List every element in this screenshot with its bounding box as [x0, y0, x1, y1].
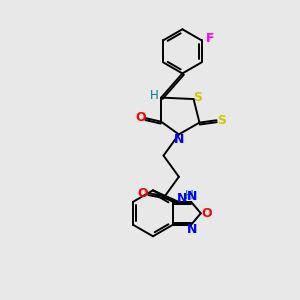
Text: F: F: [206, 32, 214, 45]
Text: O: O: [138, 187, 148, 200]
Text: H: H: [185, 189, 194, 203]
Text: O: O: [201, 207, 212, 220]
Text: S: S: [217, 114, 226, 127]
Text: N: N: [174, 133, 184, 146]
Text: N: N: [187, 190, 197, 203]
Text: H: H: [150, 89, 159, 102]
Text: O: O: [135, 111, 146, 124]
Text: S: S: [194, 91, 202, 104]
Text: N: N: [177, 192, 187, 205]
Text: N: N: [187, 223, 197, 236]
